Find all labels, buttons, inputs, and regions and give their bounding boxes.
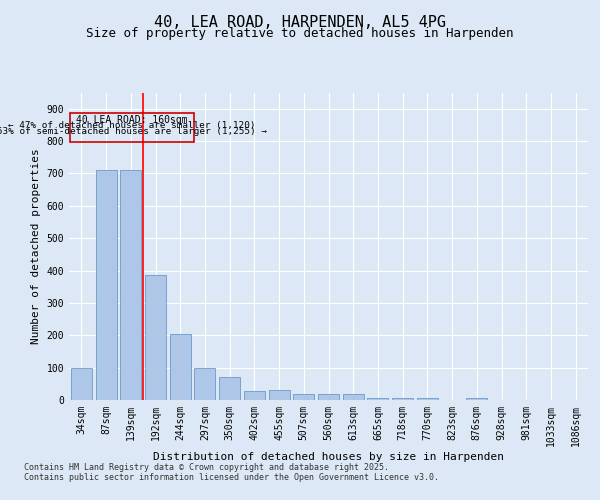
Bar xyxy=(71,368,92,400)
Bar xyxy=(392,398,413,400)
Bar xyxy=(293,394,314,400)
Bar xyxy=(170,334,191,400)
Bar xyxy=(70,112,194,142)
Text: 53% of semi-detached houses are larger (1,255) →: 53% of semi-detached houses are larger (… xyxy=(0,127,267,136)
Text: Contains HM Land Registry data © Crown copyright and database right 2025.: Contains HM Land Registry data © Crown c… xyxy=(24,462,389,471)
Bar xyxy=(367,398,388,400)
Text: 40 LEA ROAD: 160sqm: 40 LEA ROAD: 160sqm xyxy=(76,115,188,125)
Bar xyxy=(343,394,364,400)
Bar xyxy=(244,391,265,400)
Bar xyxy=(318,394,339,400)
Bar xyxy=(269,390,290,400)
Bar xyxy=(194,368,215,400)
Bar xyxy=(219,376,240,400)
Text: 40, LEA ROAD, HARPENDEN, AL5 4PG: 40, LEA ROAD, HARPENDEN, AL5 4PG xyxy=(154,15,446,30)
Text: ← 47% of detached houses are smaller (1,120): ← 47% of detached houses are smaller (1,… xyxy=(8,121,256,130)
Bar xyxy=(417,398,438,400)
Bar xyxy=(120,170,141,400)
Bar xyxy=(95,170,116,400)
Text: Contains public sector information licensed under the Open Government Licence v3: Contains public sector information licen… xyxy=(24,472,439,482)
Bar xyxy=(466,398,487,400)
Text: Size of property relative to detached houses in Harpenden: Size of property relative to detached ho… xyxy=(86,28,514,40)
Bar xyxy=(145,276,166,400)
Y-axis label: Number of detached properties: Number of detached properties xyxy=(31,148,41,344)
X-axis label: Distribution of detached houses by size in Harpenden: Distribution of detached houses by size … xyxy=(153,452,504,462)
